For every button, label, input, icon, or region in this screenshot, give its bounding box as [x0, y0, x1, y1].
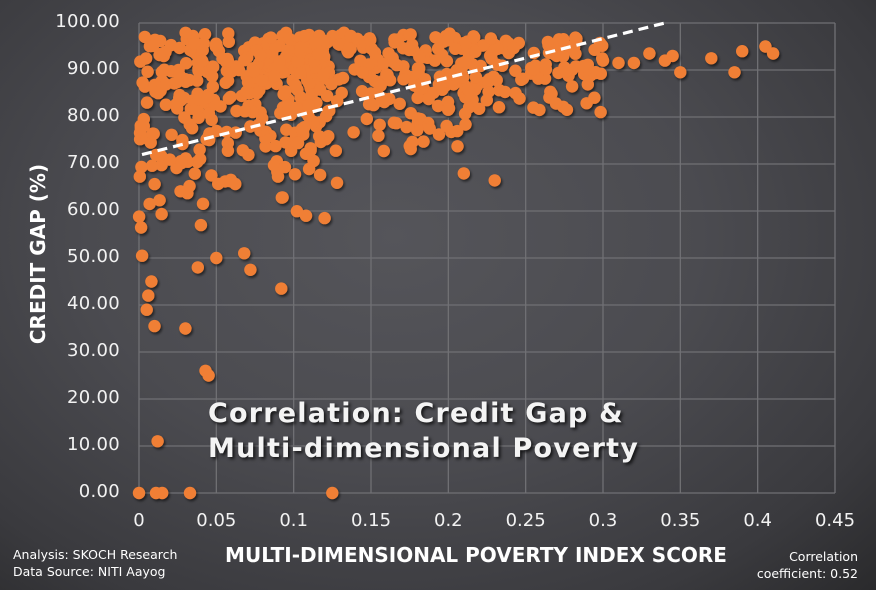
- x-tick-label: 0.45: [814, 510, 856, 531]
- x-tick-label: 0.3: [588, 510, 618, 531]
- source-note: Analysis: SKOCH Research Data Source: NI…: [13, 546, 177, 580]
- x-tick-label: 0.05: [196, 510, 237, 531]
- chart-title: Correlation: Credit Gap & Multi-dimensio…: [208, 396, 639, 466]
- chart-title-line-2: Multi-dimensional Poverty: [208, 433, 640, 464]
- x-tick-label: 0.1: [279, 510, 308, 531]
- analysis-credit: Analysis: SKOCH Research: [13, 547, 178, 562]
- x-tick-label: 0.35: [660, 510, 701, 531]
- correlation-note: Correlation coefficient: 0.52: [757, 548, 858, 582]
- x-tick-label: 0.25: [505, 510, 546, 531]
- data-source: Data Source: NITI Aayog: [13, 564, 166, 579]
- y-tick-label: 40.00: [66, 293, 120, 314]
- x-tick-label: 0.15: [350, 510, 392, 531]
- correlation-label: Correlation: [789, 549, 858, 564]
- y-axis-label: CREDIT GAP (%): [26, 163, 50, 345]
- chart-title-line-1: Correlation: Credit Gap &: [208, 398, 624, 429]
- trendline: [141, 21, 666, 157]
- x-tick-label: 0.4: [743, 510, 772, 531]
- x-tick-label: 0.2: [434, 510, 463, 531]
- y-tick-label: 10.00: [66, 434, 120, 455]
- y-tick-label: 60.00: [66, 199, 120, 220]
- y-tick-label: 0.00: [78, 481, 120, 502]
- x-axis-label: MULTI-DIMENSIONAL POVERTY INDEX SCORE: [225, 543, 727, 567]
- grid-lines: [138, 22, 836, 494]
- y-tick-label: 100.00: [55, 11, 120, 32]
- x-tick-label: 0: [133, 510, 145, 531]
- y-tick-label: 50.00: [66, 246, 120, 267]
- y-tick-label: 30.00: [66, 340, 120, 361]
- correlation-value: coefficient: 0.52: [756, 566, 858, 581]
- y-tick-label: 20.00: [66, 387, 120, 408]
- y-tick-label: 90.00: [66, 58, 120, 79]
- data-points: [132, 26, 780, 500]
- y-tick-label: 70.00: [66, 152, 120, 173]
- y-tick-label: 80.00: [66, 105, 120, 126]
